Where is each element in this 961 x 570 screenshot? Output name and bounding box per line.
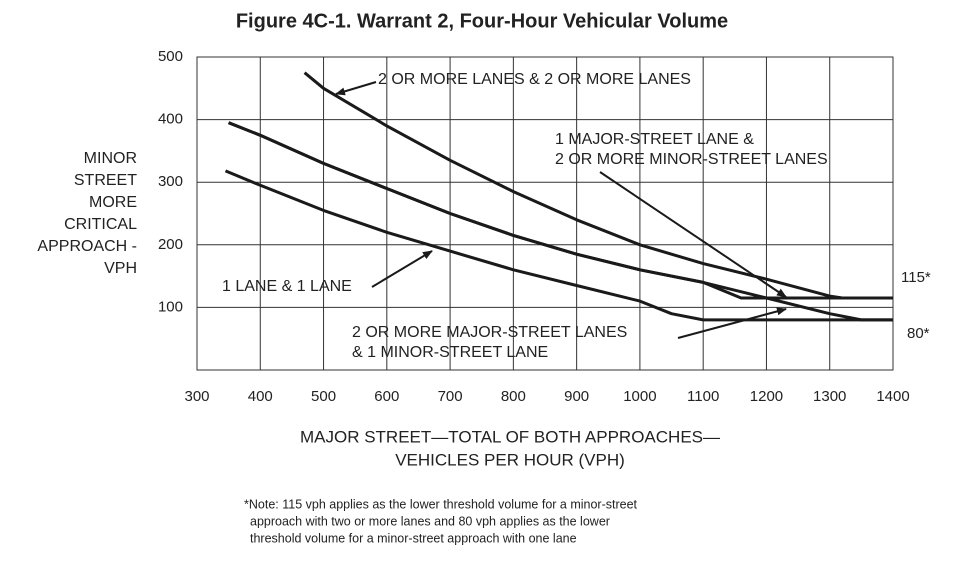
x-axis-label: MAJOR STREET—TOTAL OF BOTH APPROACHES— (300, 427, 720, 446)
plot-frame (196, 56, 894, 371)
x-tick-label: 500 (311, 388, 336, 405)
y-axis-label: VPH (104, 260, 137, 277)
x-tick-label: 1400 (876, 388, 909, 405)
y-axis-label: MORE (89, 194, 137, 211)
x-tick-label: 1200 (750, 388, 783, 405)
series-label: 2 OR MORE MAJOR-STREET LANES (352, 324, 627, 341)
y-tick-label: 500 (158, 48, 183, 65)
y-tick-label: 100 (158, 298, 183, 315)
y-axis-label: APPROACH - (37, 238, 137, 255)
y-tick-label: 300 (158, 173, 183, 190)
x-tick-label: 800 (501, 388, 526, 405)
x-tick-label: 1000 (623, 388, 656, 405)
leader-arrow (599, 171, 787, 298)
x-tick-label: 700 (438, 388, 463, 405)
note: approach with two or more lanes and 80 v… (250, 514, 610, 528)
series-label: 1 MAJOR-STREET LANE & (555, 131, 754, 148)
series-label: 2 OR MORE LANES & 2 OR MORE LANES (378, 71, 691, 88)
x-tick-label: 600 (374, 388, 399, 405)
y-axis-label: MINOR (84, 150, 137, 167)
series-label: 2 OR MORE MINOR-STREET LANES (555, 151, 828, 168)
end-label: 115* (901, 269, 931, 286)
x-tick-label: 900 (564, 388, 589, 405)
curve (228, 121, 893, 322)
note: threshold volume for a minor-street appr… (250, 531, 577, 545)
x-tick-label: 1100 (687, 388, 719, 405)
curve (224, 169, 893, 322)
leader-arrow (371, 250, 433, 288)
x-tick-label: 1300 (813, 388, 846, 405)
leader-arrow (677, 307, 787, 339)
y-axis-label: CRITICAL (64, 216, 137, 233)
series-label: & 1 MINOR-STREET LANE (352, 344, 548, 361)
x-tick-label: 300 (184, 388, 209, 405)
end-label: 80* (907, 325, 930, 342)
y-tick-label: 200 (158, 236, 183, 253)
y-tick-label: 400 (158, 111, 183, 128)
x-tick-label: 400 (248, 388, 273, 405)
leader-arrow (335, 81, 377, 96)
y-axis-label: STREET (74, 172, 137, 189)
series-label: 1 LANE & 1 LANE (222, 278, 352, 295)
note: *Note: 115 vph applies as the lower thre… (244, 497, 638, 511)
x-axis-label: VEHICLES PER HOUR (VPH) (395, 450, 625, 469)
curve (303, 71, 893, 300)
curve (228, 121, 893, 300)
chart-title: Figure 4C-1. Warrant 2, Four-Hour Vehicu… (236, 10, 728, 32)
